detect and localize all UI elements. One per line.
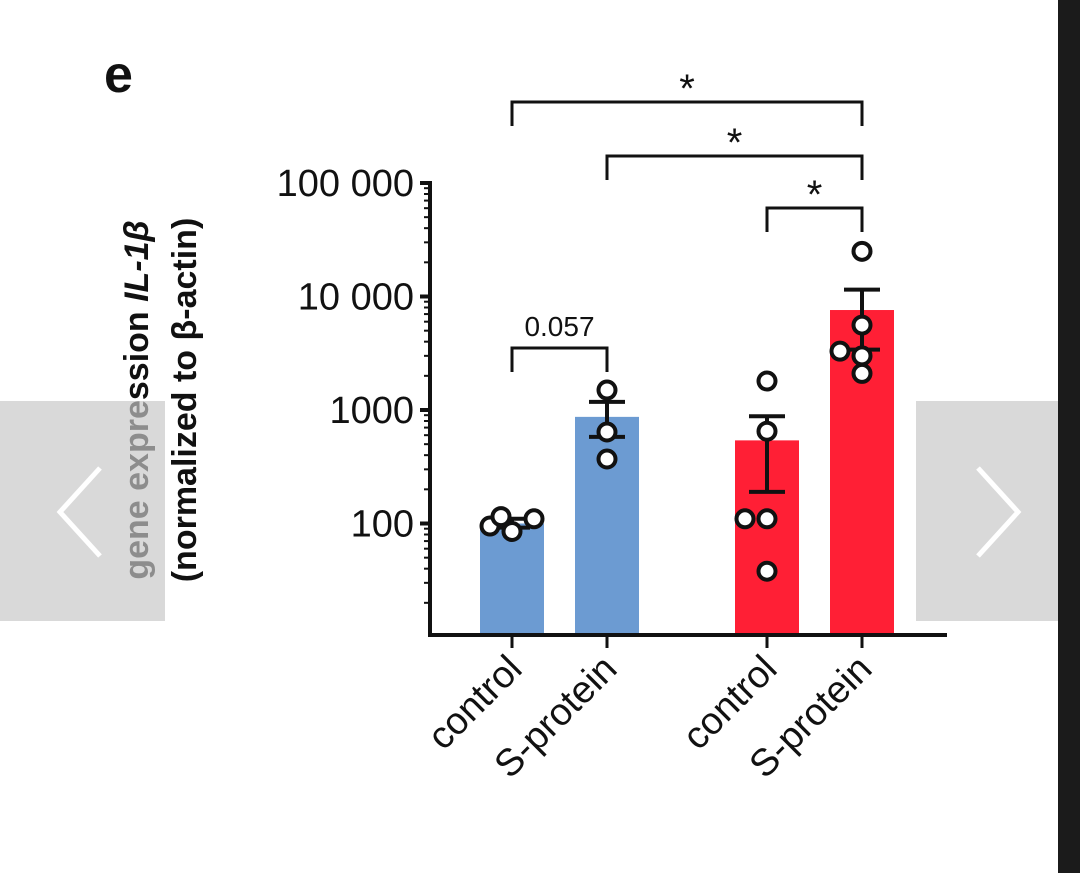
- data-point-2-0: [756, 560, 778, 582]
- data-point-0-3: [490, 506, 512, 528]
- panel-label: e: [104, 46, 133, 104]
- data-point-3-1: [851, 345, 873, 367]
- prev-image-button[interactable]: [0, 401, 165, 621]
- chevron-left-icon: [0, 401, 165, 621]
- data-point-1-0: [596, 448, 618, 470]
- data-point-1-1: [596, 421, 618, 443]
- sig-bracket-0: [510, 346, 609, 372]
- data-point-0-2: [523, 508, 545, 530]
- data-point-3-4: [851, 240, 873, 262]
- next-image-button[interactable]: [916, 401, 1058, 621]
- sig-label-2: *: [727, 121, 743, 165]
- sig-bracket-1: [765, 206, 864, 232]
- y-tick-label-0: 100: [351, 504, 414, 546]
- data-point-0-0: [501, 521, 523, 543]
- y-tick-label-3: 100 000: [277, 163, 414, 205]
- y-axis-title-line2: (normalized to β-actin): [166, 218, 204, 583]
- sig-label-1: *: [807, 173, 823, 217]
- data-point-3-0: [851, 362, 873, 384]
- sig-label-3: *: [679, 67, 695, 111]
- sig-label-0: 0.057: [524, 311, 594, 342]
- data-point-2-3: [756, 420, 778, 442]
- data-point-1-2: [596, 379, 618, 401]
- y-tick-label-2: 10 000: [298, 277, 414, 319]
- right-edge-strip: [1058, 0, 1080, 873]
- data-point-2-1: [756, 508, 778, 530]
- y-tick-label-1: 1000: [329, 390, 414, 432]
- bar-0: [480, 523, 544, 635]
- y-axis-title-gene: IL-1β: [118, 220, 156, 302]
- data-point-2-2: [734, 508, 756, 530]
- data-point-3-2: [829, 340, 851, 362]
- sig-bracket-3: [510, 100, 864, 126]
- data-point-2-4: [756, 370, 778, 392]
- data-point-3-3: [851, 314, 873, 336]
- chevron-right-icon: [916, 401, 1058, 621]
- sig-bracket-2: [605, 154, 864, 180]
